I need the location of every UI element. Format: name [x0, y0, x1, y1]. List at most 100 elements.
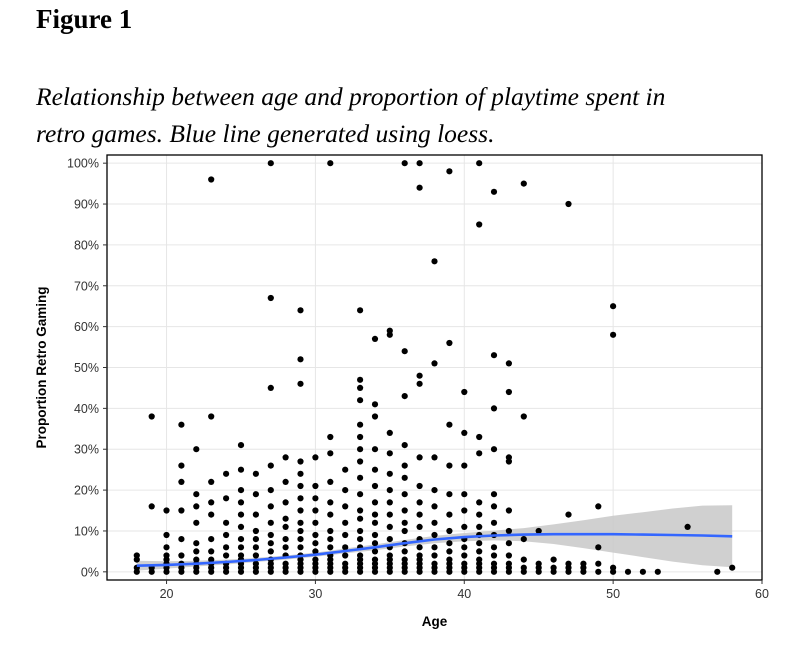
- data-point: [550, 564, 557, 571]
- data-point: [208, 413, 215, 420]
- data-point: [282, 499, 289, 506]
- data-point: [386, 327, 393, 334]
- data-point: [610, 303, 617, 310]
- data-point: [178, 507, 185, 514]
- data-point: [610, 331, 617, 338]
- data-point: [386, 487, 393, 494]
- y-tick-label: 70%: [74, 279, 99, 293]
- data-point: [446, 339, 453, 347]
- data-point: [282, 515, 289, 522]
- data-point: [297, 544, 304, 551]
- data-point: [431, 552, 438, 559]
- data-point: [357, 515, 364, 522]
- data-point: [371, 540, 379, 547]
- data-point: [505, 552, 512, 559]
- data-point: [297, 527, 304, 535]
- data-point: [416, 372, 423, 379]
- data-point: [327, 160, 334, 167]
- data-point: [476, 548, 483, 555]
- y-tick-label: 50%: [74, 361, 99, 375]
- data-point: [178, 536, 185, 543]
- data-point: [476, 160, 483, 167]
- data-point: [252, 527, 259, 535]
- data-point: [163, 552, 170, 559]
- data-point: [357, 458, 364, 465]
- data-point: [595, 544, 602, 551]
- data-point: [148, 413, 155, 420]
- data-point: [252, 470, 259, 477]
- data-point: [282, 454, 289, 461]
- data-point: [520, 180, 527, 187]
- data-point: [446, 491, 453, 498]
- data-point: [357, 491, 364, 498]
- data-point: [193, 503, 200, 510]
- data-point: [297, 519, 304, 526]
- data-point: [476, 450, 483, 457]
- data-point: [342, 560, 349, 567]
- data-point: [461, 491, 468, 498]
- data-point: [401, 556, 408, 563]
- y-axis-label: Proportion Retro Gaming: [34, 287, 49, 449]
- data-point: [297, 536, 304, 543]
- data-point: [237, 442, 245, 449]
- data-point: [178, 462, 185, 469]
- data-point: [714, 568, 721, 575]
- data-point: [401, 519, 408, 526]
- data-point: [208, 511, 215, 518]
- data-point: [490, 544, 498, 551]
- data-point: [446, 548, 453, 555]
- loess-line-group: [136, 532, 733, 567]
- data-point: [193, 519, 200, 526]
- data-point: [431, 503, 438, 510]
- data-point: [327, 544, 334, 551]
- data-point: [371, 482, 379, 490]
- data-point: [401, 507, 408, 514]
- data-point: [505, 540, 512, 547]
- data-point: [267, 294, 274, 302]
- data-point: [386, 523, 393, 531]
- data-point: [401, 462, 408, 469]
- data-point: [342, 487, 349, 494]
- data-point: [267, 540, 274, 547]
- data-point: [223, 495, 230, 502]
- data-point: [267, 548, 274, 555]
- data-point: [297, 356, 304, 363]
- data-point: [505, 360, 512, 367]
- data-point: [476, 523, 483, 531]
- data-point: [401, 548, 408, 555]
- x-tick-label: 50: [606, 587, 620, 601]
- data-point: [490, 352, 498, 359]
- data-point: [476, 221, 483, 228]
- data-point: [371, 556, 379, 563]
- y-tick-label: 100%: [67, 157, 99, 171]
- data-point: [208, 478, 215, 485]
- data-point: [312, 507, 319, 514]
- y-tick-label: 60%: [74, 320, 99, 334]
- data-point: [223, 519, 230, 526]
- x-tick-label: 60: [755, 587, 769, 601]
- data-point: [148, 503, 155, 510]
- data-point: [357, 384, 364, 391]
- data-point: [431, 454, 438, 461]
- data-point: [357, 474, 364, 481]
- data-point: [416, 482, 423, 490]
- data-point: [490, 446, 498, 453]
- data-point: [237, 544, 245, 551]
- data-point: [476, 511, 483, 518]
- data-point: [178, 421, 185, 428]
- data-point: [401, 491, 408, 498]
- data-point: [446, 540, 453, 547]
- y-tick-label: 80%: [74, 238, 99, 252]
- data-point: [595, 503, 602, 510]
- data-point: [476, 433, 483, 441]
- data-point: [416, 380, 423, 387]
- data-point: [446, 168, 453, 175]
- data-point: [416, 523, 423, 531]
- data-point: [416, 511, 423, 518]
- data-point: [401, 474, 408, 481]
- data-point: [416, 160, 423, 167]
- data-point: [505, 454, 512, 461]
- x-axis-label: Age: [422, 614, 448, 629]
- data-point: [297, 307, 304, 314]
- data-point: [163, 544, 170, 551]
